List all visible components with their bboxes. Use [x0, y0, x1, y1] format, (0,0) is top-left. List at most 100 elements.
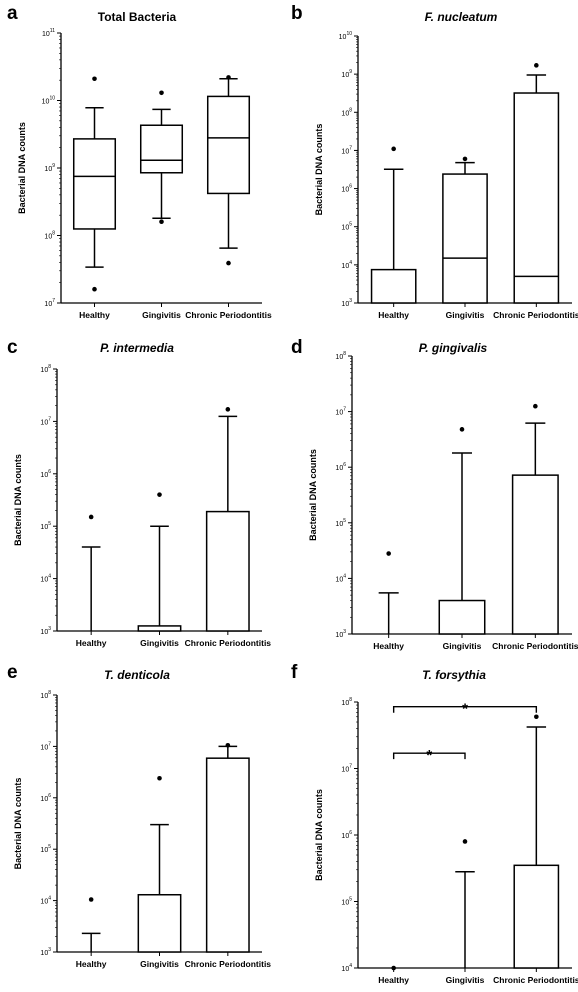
box-chronic-periodontitis [205, 407, 250, 632]
panel-d: d P. gingivalis Bacterial DNA counts 103 104… [291, 337, 578, 651]
significance-star: * [462, 701, 468, 718]
box-healthy [378, 551, 399, 634]
y-tick-label: 108 [341, 107, 352, 117]
outlier-point [386, 551, 391, 556]
box-healthy [72, 76, 117, 292]
outlier-point [462, 839, 468, 844]
y-tick-label: 104 [335, 573, 346, 583]
box-gingivitis [139, 90, 184, 225]
y-axis-label: Bacterial DNA counts [314, 124, 324, 216]
y-tick-label: 1010 [339, 31, 353, 41]
box-iqr [513, 92, 560, 304]
box-iqr [370, 268, 417, 304]
y-tick-label: 107 [341, 145, 352, 155]
panel-letter: c [7, 337, 18, 358]
box-iqr [206, 95, 251, 195]
box-healthy [81, 514, 101, 631]
outlier-point [157, 775, 162, 781]
panel-title: T. denticola [104, 668, 170, 682]
box-chronic-periodontitis [205, 743, 250, 953]
y-tick-label: 103 [335, 629, 346, 639]
panel-title: P. intermedia [100, 341, 174, 355]
y-tick-label: 108 [335, 351, 346, 361]
y-tick-label: 108 [40, 364, 51, 374]
y-tick-label: 107 [40, 741, 51, 751]
outlier-point [534, 63, 539, 68]
x-category-label: Healthy [79, 310, 110, 320]
y-tick-label: 104 [341, 963, 352, 973]
y-tick-label: 105 [335, 518, 346, 528]
x-category-label: Gingivitis [443, 641, 482, 651]
y-axis-label: Bacterial DNA counts [314, 789, 324, 881]
outlier-point [226, 260, 231, 266]
box-gingivitis [438, 427, 486, 635]
box-gingivitis [137, 492, 182, 632]
x-category-label: Gingivitis [446, 310, 485, 320]
outlier-point [92, 286, 97, 292]
panel-letter: a [7, 3, 18, 24]
y-tick-label: 105 [40, 844, 51, 854]
x-category-label: Chronic Periodontitis [493, 310, 578, 320]
panel-title: T. forsythia [422, 668, 486, 682]
box-iqr [438, 599, 486, 635]
outlier-point [88, 514, 94, 520]
y-axis-label: Bacterial DNA counts [17, 122, 27, 214]
y-tick-label: 104 [40, 574, 51, 584]
x-category-label: Healthy [76, 959, 107, 969]
outlier-point [88, 897, 94, 902]
x-category-label: Gingivitis [140, 959, 179, 969]
panel-letter: b [291, 3, 303, 24]
x-category-label: Gingivitis [140, 638, 179, 648]
x-category-label: Chronic Periodontitis [185, 959, 272, 969]
y-tick-label: 107 [44, 298, 55, 308]
x-category-label: Healthy [378, 975, 409, 985]
box-iqr [442, 173, 488, 304]
outlier-point [157, 492, 162, 497]
y-tick-label: 104 [40, 896, 51, 906]
x-category-label: Chronic Periodontitis [493, 975, 578, 985]
panel-a: a Total Bacteria Bacterial DNA counts 107 10… [7, 3, 272, 320]
y-axis-label: Bacterial DNA counts [308, 449, 318, 541]
y-tick-label: 106 [40, 793, 51, 803]
box-iqr [139, 124, 184, 174]
y-tick-label: 107 [40, 416, 51, 426]
panel-title: P. gingivalis [419, 341, 488, 355]
outlier-point [226, 75, 231, 80]
y-tick-label: 106 [341, 830, 352, 840]
y-tick-label: 106 [335, 462, 346, 472]
box-chronic-periodontitis [511, 403, 559, 635]
x-category-label: Healthy [76, 638, 107, 648]
outlier-point [462, 156, 468, 162]
box-iqr [137, 893, 182, 953]
box-gingivitis [442, 156, 488, 304]
panel-c: c P. intermedia Bacterial DNA counts 103 104… [7, 337, 271, 648]
outlier-point [533, 403, 538, 409]
significance-bracket [392, 752, 466, 760]
y-tick-label: 105 [341, 222, 352, 232]
box-chronic-periodontitis [513, 714, 560, 969]
y-tick-label: 105 [40, 521, 51, 531]
box-gingivitis [137, 775, 182, 953]
box-chronic-periodontitis [513, 63, 560, 304]
y-tick-label: 108 [341, 697, 352, 707]
panel-letter: d [291, 337, 303, 358]
box-iqr [511, 474, 559, 635]
y-axis-label: Bacterial DNA counts [13, 454, 23, 546]
outlier-point [391, 146, 396, 152]
box-iqr [513, 864, 560, 969]
box-iqr [205, 757, 250, 953]
y-tick-label: 104 [341, 260, 352, 270]
x-category-label: Chronic Periodontitis [492, 641, 578, 651]
outlier-point [159, 90, 164, 96]
y-tick-label: 107 [335, 407, 346, 417]
y-tick-label: 109 [44, 163, 55, 173]
y-tick-label: 103 [40, 947, 51, 957]
y-tick-label: 108 [44, 231, 55, 241]
y-tick-label: 106 [40, 469, 51, 479]
y-tick-label: 103 [40, 626, 51, 636]
panel-title: F. nucleatum [425, 10, 498, 24]
outlier-point [92, 76, 97, 82]
panel-letter: f [291, 662, 298, 683]
y-axis-label: Bacterial DNA counts [13, 778, 23, 870]
